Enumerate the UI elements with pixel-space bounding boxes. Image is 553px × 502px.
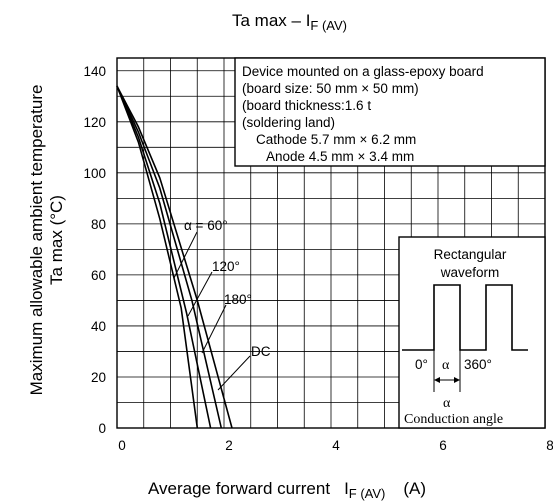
series-label-60: α = 60° [184,218,228,233]
inset-caption: Conduction angle [404,412,503,427]
waveform-inset: Rectangular waveform 0° α 360° α Conduct… [398,236,546,429]
series-lines [116,85,233,429]
x-tick-labels: 0 2 4 6 8 [118,438,553,453]
y-tick-labels: 0 20 40 60 80 100 120 140 [83,64,106,436]
condition-line-6: Anode 4.5 mm × 3.4 mm [266,149,414,164]
inset-title-line2: waveform [440,265,500,280]
series-label-120: 120° [212,259,240,274]
arrow-head-right [454,377,460,383]
conditions-box: Device mounted on a glass-epoxy board (b… [234,57,546,167]
inset-title-line1: Rectangular [434,247,507,262]
series-label-leader-60 [173,231,198,279]
inset-label-360: 360° [464,357,492,372]
series-labels: α = 60° 120° 180° DC [173,218,271,391]
y-tick-label: 120 [83,115,106,130]
series-line-0 [116,85,199,429]
inset-label-zero: 0° [415,357,428,372]
y-tick-label: 80 [91,217,106,232]
condition-line-2: (board size: 50 mm × 50 mm) [242,81,419,96]
arrow-head-left [434,377,440,383]
rectangular-waveform [402,284,528,351]
series-line-1 [116,85,212,429]
x-tick-label: 4 [332,438,340,453]
inset-label-alpha-below: α [443,396,451,411]
condition-line-4: (soldering land) [242,115,335,130]
y-axis-label-line2: Ta max (°C) [47,195,66,285]
y-tick-label: 140 [83,64,106,79]
condition-line-5: Cathode 5.7 mm × 6.2 mm [256,132,416,147]
y-tick-label: 40 [91,319,106,334]
y-tick-label: 100 [83,166,106,181]
y-tick-label: 0 [98,421,106,436]
x-tick-label: 6 [439,438,447,453]
series-line-3 [116,85,233,429]
series-label-leader-dc [217,355,251,391]
series-line-2 [116,85,223,429]
series-label-leader-180 [201,304,227,354]
series-label-180: 180° [224,292,252,307]
condition-line-3: (board thickness:1.6 t [242,98,371,113]
x-axis-label: Average forward current IF (AV) (A) [148,479,426,501]
x-tick-label: 0 [118,438,126,453]
condition-line-1: Device mounted on a glass-epoxy board [242,64,484,79]
y-tick-label: 20 [91,370,106,385]
y-tick-label: 60 [91,268,106,283]
y-axis-label-line1: Maximum allowable ambient temperature [27,85,46,396]
series-label-leader-120 [187,271,213,317]
chart-title: Ta max – IF (AV) [232,11,347,33]
inset-label-alpha: α [442,358,450,373]
x-tick-label: 2 [225,438,233,453]
x-tick-label: 8 [546,438,553,453]
y-axis-label: Maximum allowable ambient temperature Ta… [27,85,66,396]
series-label-dc: DC [251,344,271,359]
